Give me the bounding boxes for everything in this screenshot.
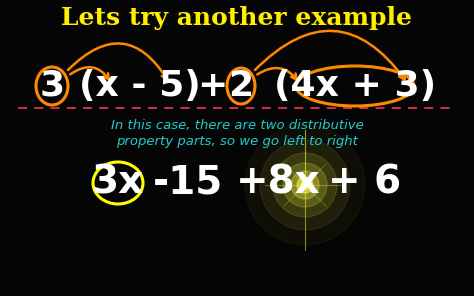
Circle shape <box>273 153 337 217</box>
Circle shape <box>297 177 313 193</box>
Text: In this case, there are two distributive: In this case, there are two distributive <box>110 120 364 133</box>
Text: (4x + 3): (4x + 3) <box>274 69 436 103</box>
Text: property parts, so we go left to right: property parts, so we go left to right <box>116 134 358 147</box>
Text: Lets try another example: Lets try another example <box>62 6 412 30</box>
Text: + 6: + 6 <box>328 164 401 202</box>
Text: (x - 5): (x - 5) <box>79 69 201 103</box>
Text: -15: -15 <box>153 164 223 202</box>
Circle shape <box>260 140 350 230</box>
Text: 3: 3 <box>39 69 64 103</box>
Circle shape <box>291 171 319 199</box>
Text: 2: 2 <box>228 69 254 103</box>
Circle shape <box>283 163 327 207</box>
Circle shape <box>301 181 309 189</box>
Text: +8x: +8x <box>236 164 320 202</box>
Text: 3x: 3x <box>92 164 144 202</box>
Text: +: + <box>197 69 227 103</box>
